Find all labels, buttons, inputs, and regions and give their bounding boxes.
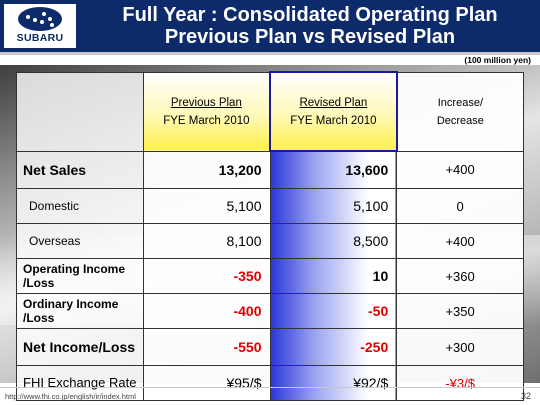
table-header-row: Previous Plan FYE March 2010 Revised Pla… (16, 71, 524, 152)
table-row: Operating Income /Loss -350 10 +360 (16, 258, 524, 294)
revised-value: 8,500 (269, 223, 398, 259)
slide-header: SUBARU Full Year : Consolidated Operatin… (0, 0, 540, 52)
row-label: Net Income/Loss (16, 328, 144, 366)
change-label-line1: Increase/ (437, 96, 483, 109)
footer-divider (0, 387, 540, 388)
previous-value: 5,100 (142, 188, 271, 224)
page-number: 32 (520, 391, 531, 401)
row-label-line1: Operating Income (23, 262, 126, 276)
row-label: Net Sales (16, 150, 144, 189)
logo-text: SUBARU (16, 32, 64, 44)
revised-value: 5,100 (269, 188, 398, 224)
previous-plan-period: FYE March 2010 (163, 114, 250, 127)
row-label: Overseas (16, 223, 144, 259)
change-value: +300 (396, 328, 524, 366)
row-label-line2: /Loss (23, 311, 55, 325)
revised-value: 13,600 (269, 150, 398, 189)
header-revised-plan: Revised Plan FYE March 2010 (269, 71, 398, 152)
revised-plan-period: FYE March 2010 (290, 114, 377, 127)
slide-title-line1: Full Year : Consolidated Operating Plan (122, 4, 498, 26)
revised-value: -250 (269, 328, 398, 366)
previous-value: -550 (142, 328, 271, 366)
slide-title-line2: Previous Plan vs Revised Plan (164, 26, 456, 48)
header-divider (0, 52, 540, 55)
change-value: +350 (396, 293, 524, 329)
previous-value: -350 (142, 258, 271, 294)
previous-value: 8,100 (142, 223, 271, 259)
header-previous-plan: Previous Plan FYE March 2010 (142, 71, 271, 152)
revised-value: ¥92/$ (269, 365, 398, 401)
change-value: +400 (396, 150, 524, 189)
table-row: Net Income/Loss -550 -250 +300 (16, 328, 524, 366)
table-row: FHI Exchange Rate ¥95/$ ¥92/$ -¥3/$ (16, 365, 524, 401)
subaru-logo: SUBARU (4, 4, 76, 48)
change-label-line2: Decrease (436, 114, 484, 127)
table-row: Domestic 5,100 5,100 0 (16, 188, 524, 224)
header-change: Increase/ Decrease (396, 71, 524, 152)
change-value: +400 (396, 223, 524, 259)
table-row: Ordinary Income /Loss -400 -50 +350 (16, 293, 524, 329)
change-value: +360 (396, 258, 524, 294)
row-label-line2: /Loss (23, 276, 55, 290)
previous-value: ¥95/$ (142, 365, 271, 401)
table-row: Net Sales 13,200 13,600 +400 (16, 150, 524, 189)
footer-url: http://www.fhi.co.jp/english/ir/index.ht… (5, 392, 136, 401)
revised-value: 10 (269, 258, 398, 294)
pleiades-emblem-icon (18, 7, 62, 31)
row-label: Ordinary Income /Loss (16, 293, 144, 329)
previous-plan-label: Previous Plan (170, 96, 242, 109)
row-label: Domestic (16, 188, 144, 224)
table-row: Overseas 8,100 8,500 +400 (16, 223, 524, 259)
change-value: 0 (396, 188, 524, 224)
previous-value: 13,200 (142, 150, 271, 189)
unit-note: (100 million yen) (464, 55, 531, 65)
revised-plan-label: Revised Plan (299, 96, 368, 109)
previous-value: -400 (142, 293, 271, 329)
row-label-line1: Ordinary Income (23, 297, 119, 311)
header-blank-cell (16, 71, 144, 152)
change-value: -¥3/$ (396, 365, 524, 401)
row-label: FHI Exchange Rate (16, 365, 144, 401)
revised-value: -50 (269, 293, 398, 329)
operating-plan-table: Previous Plan FYE March 2010 Revised Pla… (16, 71, 524, 401)
row-label: Operating Income /Loss (16, 258, 144, 294)
